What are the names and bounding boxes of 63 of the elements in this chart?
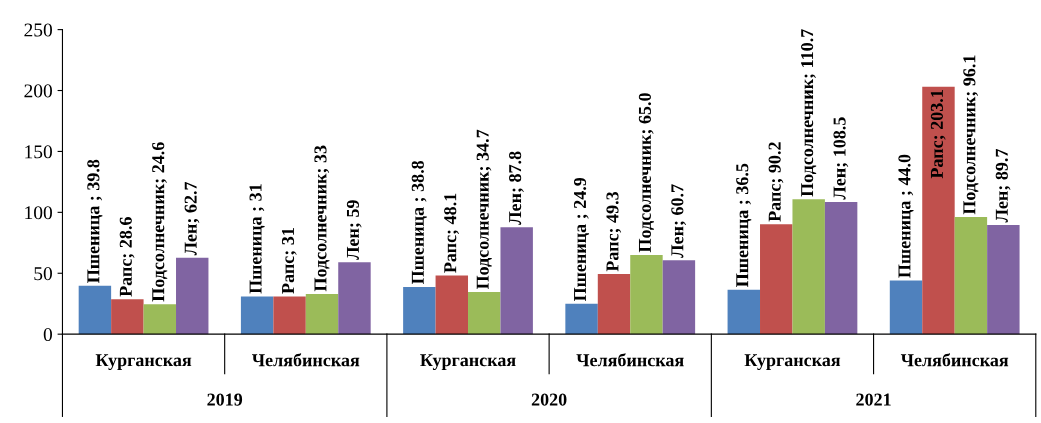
data-label: Лен; 62.7 [184,181,200,256]
bar [565,303,598,335]
x-tick-label: Челябинская [576,353,684,367]
x-tick-label: Курганская [420,354,516,370]
data-label: Подсолнечник; 96.1 [963,55,979,215]
bar [78,285,112,335]
data-label: Пшеница ; 24.9 [573,177,590,302]
x-tick-label: Челябинская [900,353,1009,367]
data-label: Подсолнечник; 24.6 [152,142,168,302]
bar [468,291,501,335]
data-label: Пшеница ; 38.8 [411,160,427,285]
data-label: Лен; 59 [346,200,362,260]
bar [597,274,631,335]
data-label: Подсолнечник; 110.7 [801,29,817,197]
y-tick-label: 200 [24,84,52,98]
bar [176,257,209,335]
text: 2019 [207,393,243,406]
data-label: Пшеница ; 39.8 [87,159,103,283]
bar [305,293,339,335]
bar [662,260,696,335]
bar [500,227,533,335]
data-label: Лен; 89.7 [995,149,1011,223]
data-label: Рапс; 49.3 [606,191,622,272]
x-tick-label: Курганская [744,354,841,370]
y-tick-label: 50 [34,267,52,281]
bar [987,224,1020,335]
bar [760,224,793,335]
bar [403,286,436,335]
x-tick-label: Курганская [95,354,192,370]
bar [143,304,177,335]
bar [273,296,306,335]
bar [792,199,825,335]
data-label: Рапс; 90.2 [768,142,784,222]
bar [435,275,469,335]
text: 2020 [531,393,567,406]
bar [889,280,923,335]
data-label: Рапс; 31 [281,228,297,294]
data-label: Рапс; 203.1 [930,90,946,179]
bar [727,289,761,335]
data-label: Подсолнечник; 33 [314,145,330,292]
bar [111,299,144,335]
data-label: Пшеница ; 31 [249,184,265,294]
data-label: Пшеница ; 36.5 [736,163,752,287]
bar [338,262,371,335]
data-label: Лен; 60.7 [671,184,687,258]
y-tick-label: 250 [24,23,52,37]
data-label: Подсолнечник; 65.0 [638,93,654,253]
bar [954,217,988,335]
data-label: Подсолнечник; 34.7 [476,129,492,290]
data-label: Рапс; 28.6 [119,217,135,297]
data-label: Рапс; 48.1 [444,193,459,273]
data-label: Пшеница ; 44.0 [898,154,914,278]
y-tick-label: 150 [25,145,52,159]
x-tick-label: Челябинская [252,353,360,367]
y-tick-label: 100 [25,206,52,220]
bar [240,296,274,335]
data-label: Лен; 108.5 [833,117,849,200]
bar [630,254,663,335]
text: 2021 [856,393,891,406]
data-label: Лен; 87.8 [509,151,524,225]
bar [922,86,955,335]
bar [824,201,858,335]
y-tick-label: 0 [43,327,52,342]
